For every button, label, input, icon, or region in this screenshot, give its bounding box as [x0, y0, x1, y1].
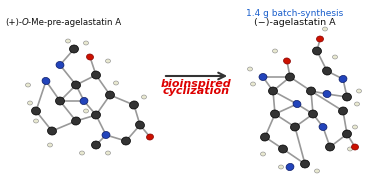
- Ellipse shape: [32, 107, 41, 115]
- Ellipse shape: [338, 107, 347, 115]
- Ellipse shape: [42, 77, 50, 85]
- Ellipse shape: [356, 89, 361, 93]
- Ellipse shape: [26, 83, 30, 87]
- Text: -Me-pre-agelastatin A: -Me-pre-agelastatin A: [28, 18, 121, 27]
- Ellipse shape: [284, 58, 290, 64]
- Ellipse shape: [286, 163, 294, 171]
- Ellipse shape: [47, 143, 53, 147]
- Ellipse shape: [279, 145, 288, 153]
- Ellipse shape: [102, 132, 110, 138]
- Ellipse shape: [71, 81, 80, 89]
- Ellipse shape: [317, 36, 323, 42]
- Ellipse shape: [91, 141, 100, 149]
- Ellipse shape: [323, 67, 332, 75]
- Ellipse shape: [56, 97, 65, 105]
- Ellipse shape: [83, 41, 88, 45]
- Ellipse shape: [250, 82, 256, 86]
- Text: bioinspired: bioinspired: [161, 79, 231, 89]
- Ellipse shape: [261, 152, 265, 156]
- Ellipse shape: [33, 119, 38, 123]
- Ellipse shape: [106, 151, 111, 155]
- Ellipse shape: [285, 73, 294, 81]
- Ellipse shape: [323, 90, 331, 98]
- Text: O: O: [22, 18, 29, 27]
- Ellipse shape: [79, 151, 85, 155]
- Ellipse shape: [352, 144, 358, 150]
- Ellipse shape: [268, 87, 277, 95]
- Ellipse shape: [339, 75, 347, 83]
- Ellipse shape: [106, 59, 111, 63]
- Ellipse shape: [86, 54, 94, 60]
- Ellipse shape: [47, 127, 56, 135]
- Ellipse shape: [291, 123, 299, 131]
- Ellipse shape: [306, 87, 315, 95]
- Ellipse shape: [273, 49, 277, 53]
- Ellipse shape: [293, 100, 301, 108]
- Ellipse shape: [308, 110, 317, 118]
- Ellipse shape: [279, 165, 284, 169]
- Ellipse shape: [83, 109, 88, 113]
- Ellipse shape: [347, 147, 353, 151]
- Ellipse shape: [247, 67, 253, 71]
- Ellipse shape: [326, 143, 335, 151]
- Ellipse shape: [314, 169, 320, 173]
- Ellipse shape: [136, 121, 144, 129]
- Ellipse shape: [70, 45, 79, 53]
- Ellipse shape: [56, 62, 64, 69]
- Ellipse shape: [141, 95, 147, 99]
- Ellipse shape: [80, 97, 88, 105]
- Ellipse shape: [91, 71, 100, 79]
- Ellipse shape: [271, 110, 279, 118]
- Ellipse shape: [121, 137, 130, 145]
- Text: (−)-agelastatin A: (−)-agelastatin A: [254, 18, 336, 27]
- Ellipse shape: [355, 102, 359, 106]
- Ellipse shape: [114, 81, 118, 85]
- Ellipse shape: [261, 133, 270, 141]
- Ellipse shape: [343, 93, 352, 101]
- Ellipse shape: [130, 101, 138, 109]
- Ellipse shape: [323, 27, 327, 31]
- Ellipse shape: [27, 101, 32, 105]
- Text: (+)-: (+)-: [5, 18, 22, 27]
- Ellipse shape: [106, 91, 115, 99]
- Ellipse shape: [300, 160, 309, 168]
- Ellipse shape: [65, 39, 71, 43]
- Ellipse shape: [147, 134, 153, 140]
- Ellipse shape: [353, 125, 358, 129]
- Text: cyclization: cyclization: [162, 86, 229, 96]
- Ellipse shape: [259, 73, 267, 81]
- Ellipse shape: [91, 111, 100, 119]
- Ellipse shape: [319, 123, 327, 131]
- Text: 1.4 g batch-synthesis: 1.4 g batch-synthesis: [246, 9, 344, 18]
- Ellipse shape: [71, 117, 80, 125]
- Ellipse shape: [343, 130, 352, 138]
- Ellipse shape: [312, 47, 321, 55]
- Ellipse shape: [332, 55, 338, 59]
